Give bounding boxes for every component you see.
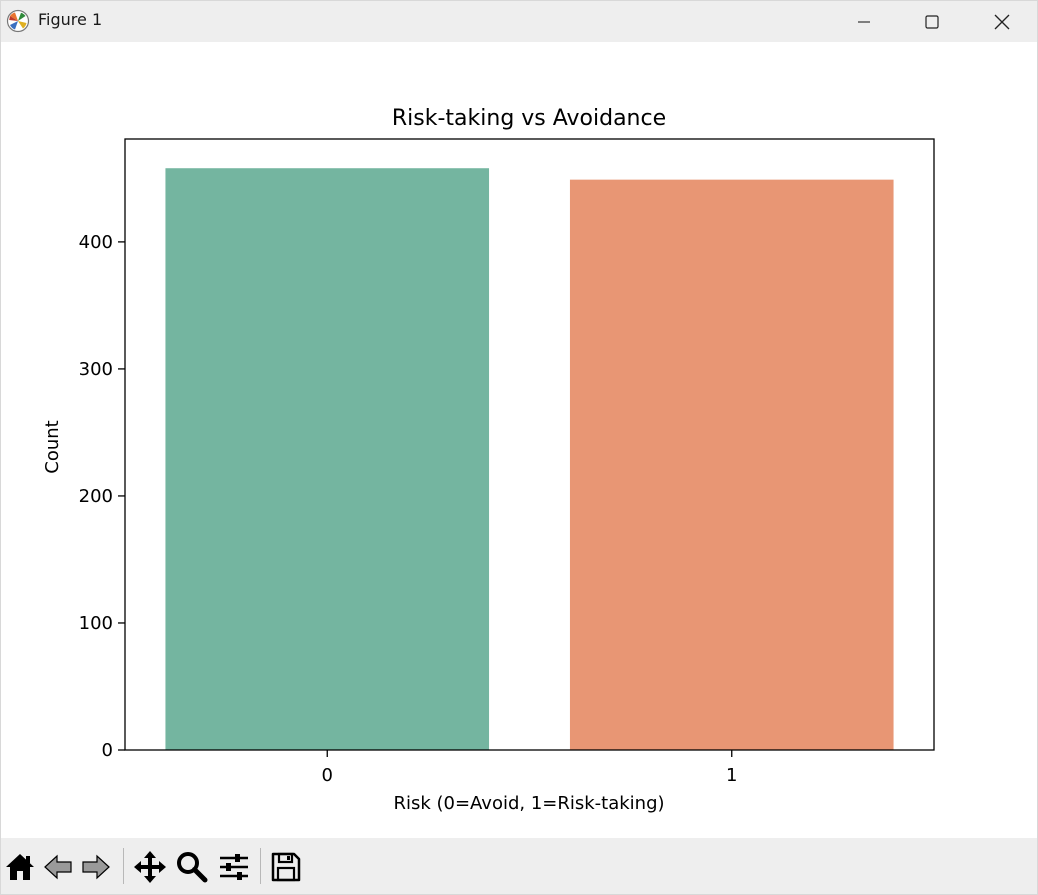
x-tick-label: 0 — [322, 765, 333, 786]
home-button[interactable] — [1, 848, 39, 886]
y-tick-label: 200 — [79, 486, 113, 507]
maximize-icon — [925, 14, 939, 29]
back-button[interactable] — [39, 848, 77, 886]
y-tick-label: 300 — [79, 359, 113, 380]
close-icon — [994, 14, 1010, 29]
zoom-magnifier-icon — [177, 852, 208, 883]
toolbar-separator — [123, 848, 124, 884]
y-axis-ticks: 0 100 200 300 400 — [79, 232, 125, 761]
y-tick-label: 100 — [79, 613, 113, 634]
chart-title: Risk-taking vs Avoidance — [392, 106, 666, 131]
minimize-button[interactable] — [829, 1, 899, 42]
home-icon — [6, 854, 34, 880]
minimize-icon — [858, 20, 870, 23]
y-tick-label: 0 — [102, 740, 113, 761]
figure-canvas[interactable]: Risk-taking vs Avoidance 0 100 200 300 400 0… — [1, 42, 1037, 838]
zoom-button[interactable] — [173, 848, 211, 886]
pan-move-icon — [134, 851, 166, 883]
back-arrow-icon — [44, 854, 72, 880]
close-button[interactable] — [967, 1, 1037, 42]
matplotlib-icon — [6, 9, 30, 33]
toolbar-separator — [260, 848, 261, 884]
x-axis-label: Risk (0=Avoid, 1=Risk-taking) — [393, 793, 664, 814]
forward-arrow-icon — [82, 854, 110, 880]
title-bar[interactable]: Figure 1 — [1, 1, 1037, 42]
y-tick-label: 400 — [79, 232, 113, 253]
save-floppy-icon — [271, 852, 301, 882]
x-tick-label: 1 — [726, 765, 737, 786]
window-title: Figure 1 — [38, 10, 103, 29]
y-axis-label: Count — [42, 420, 63, 473]
navigation-toolbar — [1, 838, 1037, 894]
forward-button[interactable] — [77, 848, 115, 886]
pan-button[interactable] — [131, 848, 169, 886]
configure-subplots-icon — [220, 854, 248, 880]
configure-subplots-button[interactable] — [215, 848, 253, 886]
bar-0 — [165, 168, 490, 751]
bar-1 — [569, 179, 894, 750]
save-button[interactable] — [267, 848, 305, 886]
bars-group — [165, 168, 894, 751]
maximize-button[interactable] — [897, 1, 967, 42]
axes-frame — [124, 138, 935, 751]
